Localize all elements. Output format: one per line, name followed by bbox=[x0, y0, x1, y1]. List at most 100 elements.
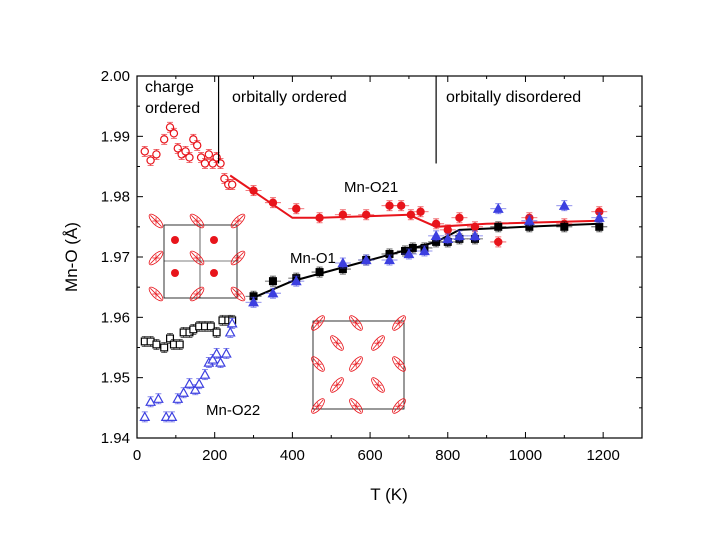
y-tick-label: 1.98 bbox=[101, 189, 130, 206]
marker-circle bbox=[494, 237, 503, 247]
marker-triangle bbox=[224, 326, 236, 337]
marker-circle bbox=[146, 156, 155, 165]
x-tick-label: 200 bbox=[202, 447, 227, 464]
y-tick-label: 1.97 bbox=[101, 249, 130, 266]
marker-triangle bbox=[523, 215, 535, 225]
data-point bbox=[204, 149, 214, 160]
marker-triangle bbox=[199, 369, 211, 379]
data-point bbox=[311, 212, 328, 224]
marker-triangle bbox=[166, 411, 178, 422]
data-point bbox=[381, 254, 398, 266]
marker-circle bbox=[220, 174, 229, 183]
data-point bbox=[245, 185, 262, 197]
marker-circle bbox=[315, 213, 324, 222]
marker-triangle bbox=[152, 393, 164, 403]
data-point bbox=[451, 212, 468, 224]
data-point bbox=[591, 212, 608, 224]
marker-circle bbox=[204, 150, 214, 159]
data-point bbox=[160, 342, 169, 353]
marker-triangle bbox=[215, 356, 226, 367]
marker-circle bbox=[443, 225, 452, 235]
data-point bbox=[185, 152, 194, 163]
marker-triangle bbox=[145, 396, 157, 406]
marker-triangle bbox=[267, 287, 279, 298]
y-axis-title: Mn-O (Å) bbox=[62, 222, 81, 292]
data-point bbox=[159, 133, 169, 145]
marker-triangle bbox=[360, 254, 372, 265]
data-point bbox=[556, 200, 573, 212]
marker-triangle bbox=[593, 212, 605, 222]
data-point bbox=[245, 296, 262, 308]
marker-circle bbox=[385, 201, 394, 210]
marker-circle bbox=[338, 210, 348, 219]
marker-triangle bbox=[419, 245, 430, 256]
marker-triangle bbox=[442, 233, 454, 244]
x-tick-label: 1200 bbox=[586, 447, 619, 464]
data-points bbox=[139, 121, 608, 423]
data-point bbox=[227, 179, 237, 191]
data-point bbox=[439, 233, 456, 245]
marker-circle bbox=[361, 210, 371, 219]
marker-square bbox=[408, 243, 417, 252]
data-point bbox=[428, 218, 445, 230]
data-point bbox=[146, 155, 155, 166]
inset-charge-ordered-schematic bbox=[146, 211, 248, 304]
data-point bbox=[140, 146, 149, 157]
region-dividers bbox=[217, 76, 437, 164]
inset-orbital-ordered-schematic bbox=[309, 313, 408, 416]
fit-line-mn-o21 bbox=[229, 174, 600, 228]
marker-circle bbox=[173, 144, 182, 153]
marker-square bbox=[595, 222, 604, 231]
marker-circle bbox=[200, 159, 210, 168]
marker-circle bbox=[416, 207, 425, 216]
data-point bbox=[178, 387, 190, 399]
data-point bbox=[226, 317, 238, 329]
marker-circle bbox=[268, 198, 278, 207]
data-point bbox=[490, 236, 507, 248]
marker-triangle bbox=[226, 317, 238, 328]
marker-circle bbox=[431, 219, 441, 229]
region-label-orbitally-ordered: orbitally ordered bbox=[232, 89, 347, 106]
marker-triangle bbox=[189, 384, 201, 394]
data-point bbox=[152, 393, 164, 405]
data-point bbox=[173, 142, 182, 154]
series-label-mn-o1: Mn-O1 bbox=[290, 250, 336, 267]
marker-circle bbox=[196, 153, 206, 162]
data-point bbox=[428, 230, 445, 242]
x-tick-label: 800 bbox=[435, 447, 460, 464]
marker-square bbox=[160, 343, 169, 352]
marker-triangle bbox=[454, 230, 465, 241]
marker-circle bbox=[159, 135, 169, 144]
data-point bbox=[404, 242, 421, 254]
data-point bbox=[358, 254, 375, 266]
data-point bbox=[521, 215, 538, 227]
data-point bbox=[358, 209, 375, 221]
x-axis-title: T (K) bbox=[370, 485, 407, 504]
marker-circle bbox=[169, 129, 179, 138]
marker-square bbox=[560, 222, 569, 231]
data-point bbox=[175, 339, 184, 350]
marker-circle bbox=[406, 210, 416, 219]
x-tick-label: 1000 bbox=[509, 447, 542, 464]
y-tick-label: 1.96 bbox=[101, 309, 130, 326]
data-point bbox=[152, 339, 161, 350]
marker-triangle bbox=[139, 411, 151, 422]
data-point bbox=[412, 206, 429, 218]
data-point bbox=[215, 356, 226, 368]
data-point bbox=[196, 152, 206, 163]
marker-triangle bbox=[290, 275, 302, 286]
data-point bbox=[400, 248, 417, 260]
data-point bbox=[199, 369, 211, 381]
data-point bbox=[165, 121, 175, 133]
data-point bbox=[184, 378, 195, 390]
marker-square bbox=[206, 322, 215, 331]
marker-triangle bbox=[403, 248, 415, 259]
marker-circle bbox=[181, 147, 190, 156]
series-label-mn-o21: Mn-O21 bbox=[344, 179, 398, 196]
marker-triangle bbox=[558, 200, 570, 210]
data-point bbox=[334, 209, 351, 221]
marker-triangle bbox=[178, 387, 190, 397]
data-point bbox=[193, 378, 205, 390]
data-point bbox=[402, 209, 419, 221]
